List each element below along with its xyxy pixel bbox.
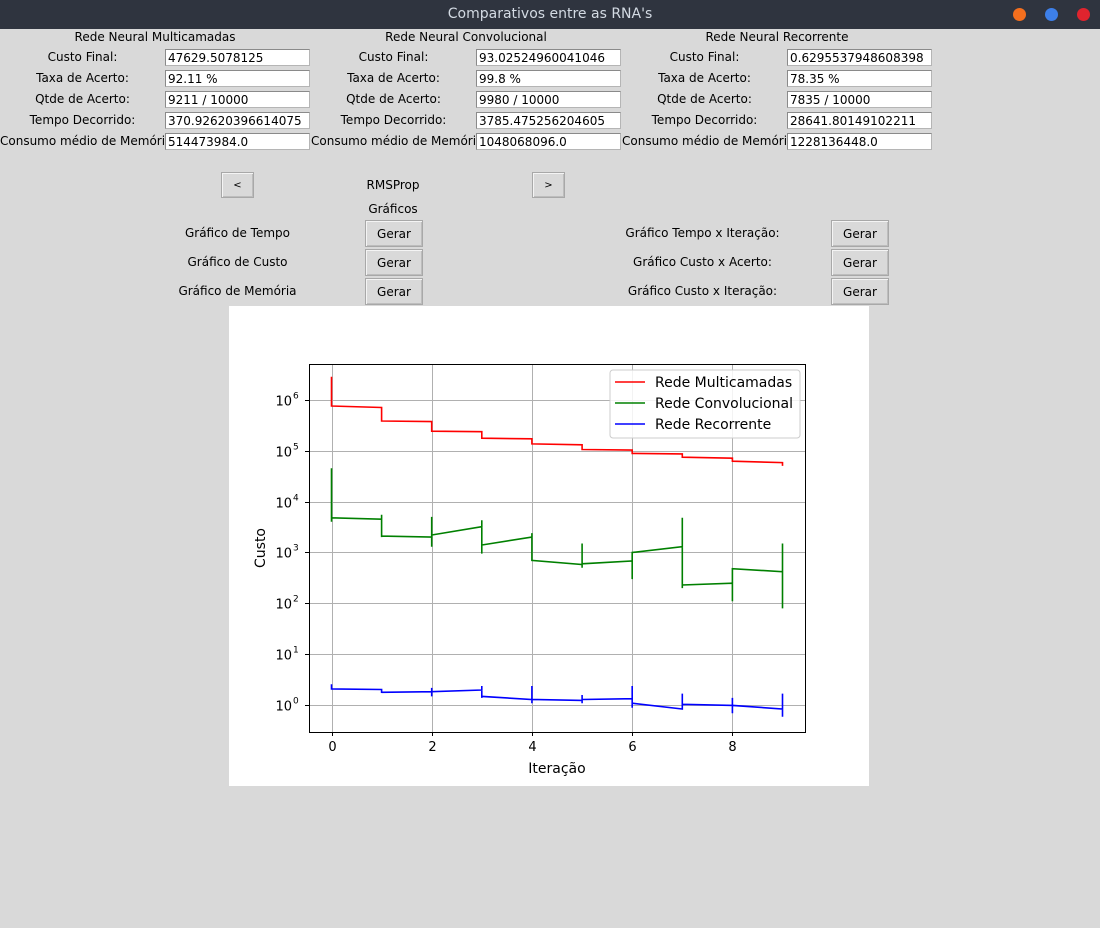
- y-tick-label: 10: [275, 446, 292, 461]
- label-grafico-tempo-iteracao: Gráfico Tempo x Iteração:: [625, 226, 780, 240]
- field-tempo-decorrido-recorrente[interactable]: 28641.80149102211: [787, 112, 932, 129]
- column-title-convolucional: Rede Neural Convolucional: [385, 30, 547, 44]
- field-consumo-memoria-recorrente[interactable]: 1228136448.0: [787, 133, 932, 150]
- label-consumo-memoria: Consumo médio de Memória: [622, 134, 795, 148]
- label-qtde-acerto: Qtde de Acerto:: [35, 92, 130, 106]
- legend-label-1: Rede Convolucional: [655, 396, 793, 412]
- label-consumo-memoria: Consumo médio de Memória: [311, 134, 484, 148]
- gerar-grafico-tempo-button[interactable]: Gerar: [365, 220, 423, 247]
- label-taxa-acerto: Taxa de Acerto:: [347, 71, 440, 85]
- next-optimizer-button[interactable]: >: [532, 172, 565, 198]
- label-qtde-acerto: Qtde de Acerto:: [657, 92, 752, 106]
- window-title: Comparativos entre as RNA's: [447, 6, 653, 22]
- field-taxa-acerto-convolucional[interactable]: 99.8 %: [476, 70, 621, 87]
- column-title-recorrente: Rede Neural Recorrente: [705, 30, 849, 44]
- label-qtde-acerto: Qtde de Acerto:: [346, 92, 441, 106]
- field-tempo-decorrido-multicamadas[interactable]: 370.92620396614075: [165, 112, 310, 129]
- y-tick-label: 10: [275, 395, 292, 410]
- y-tick-label: 10: [275, 598, 292, 613]
- series-line-2: [330, 684, 784, 717]
- field-qtde-acerto-convolucional[interactable]: 9980 / 10000: [476, 91, 621, 108]
- field-taxa-acerto-multicamadas[interactable]: 92.11 %: [165, 70, 310, 87]
- maximize-icon[interactable]: [1045, 8, 1058, 21]
- label-tempo-decorrido: Tempo Decorrido:: [29, 113, 136, 127]
- column-title-multicamadas: Rede Neural Multicamadas: [74, 30, 236, 44]
- graphs-section-title: Gráficos: [368, 202, 418, 216]
- prev-optimizer-button[interactable]: <: [221, 172, 254, 198]
- label-grafico-custo: Gráfico de Custo: [187, 255, 288, 269]
- y-tick-exponent: 3: [293, 544, 299, 554]
- label-tempo-decorrido: Tempo Decorrido:: [651, 113, 758, 127]
- chart-grid: [309, 364, 805, 732]
- label-custo-final: Custo Final:: [358, 50, 429, 64]
- label-consumo-memoria: Consumo médio de Memória: [0, 134, 173, 148]
- y-tick-exponent: 1: [293, 646, 299, 656]
- chart-series: [330, 376, 784, 717]
- cost-iteration-plot: 0 2 4 6 8 10 0 10 1 10 2 10 3 10 4 10 5 10 6 Iteração Cust…: [229, 306, 869, 786]
- field-custo-final-multicamadas[interactable]: 47629.5078125: [165, 49, 310, 66]
- x-tick-label: 6: [628, 740, 636, 755]
- label-grafico-custo-iteracao: Gráfico Custo x Iteração:: [627, 284, 778, 298]
- plot-frame: [309, 364, 806, 733]
- field-custo-final-recorrente[interactable]: 0.6295537948608398: [787, 49, 932, 66]
- gerar-grafico-custo-button[interactable]: Gerar: [365, 249, 423, 276]
- y-tick-label: 10: [275, 700, 292, 715]
- y-axis-label: Custo: [253, 528, 269, 568]
- y-tick-label: 10: [275, 649, 292, 664]
- x-tick-label: 4: [528, 740, 536, 755]
- label-taxa-acerto: Taxa de Acerto:: [658, 71, 751, 85]
- optimizer-label: RMSProp: [366, 178, 420, 192]
- field-consumo-memoria-convolucional[interactable]: 1048068096.0: [476, 133, 621, 150]
- label-grafico-memoria: Gráfico de Memória: [178, 284, 297, 298]
- y-tick-label: 10: [275, 547, 292, 562]
- field-qtde-acerto-recorrente[interactable]: 7835 / 10000: [787, 91, 932, 108]
- y-tick-exponent: 2: [293, 595, 299, 605]
- legend-label-0: Rede Multicamadas: [655, 375, 792, 391]
- field-qtde-acerto-multicamadas[interactable]: 9211 / 10000: [165, 91, 310, 108]
- label-grafico-custo-acerto: Gráfico Custo x Acerto:: [633, 255, 772, 269]
- label-taxa-acerto: Taxa de Acerto:: [36, 71, 129, 85]
- series-line-0: [330, 376, 784, 466]
- y-tick-exponent: 4: [293, 494, 299, 504]
- field-consumo-memoria-multicamadas[interactable]: 514473984.0: [165, 133, 310, 150]
- y-tick-exponent: 0: [293, 697, 299, 707]
- x-tick-label: 0: [328, 740, 336, 755]
- legend-label-2: Rede Recorrente: [655, 417, 771, 433]
- series-line-1: [330, 468, 784, 609]
- gerar-grafico-custo-acerto-button[interactable]: Gerar: [831, 249, 889, 276]
- x-axis-label: Iteração: [528, 761, 585, 777]
- field-tempo-decorrido-convolucional[interactable]: 3785.475256204605: [476, 112, 621, 129]
- gerar-grafico-tempo-iteracao-button[interactable]: Gerar: [831, 220, 889, 247]
- gerar-grafico-memoria-button[interactable]: Gerar: [365, 278, 423, 305]
- y-tick-exponent: 6: [293, 392, 299, 402]
- label-grafico-tempo: Gráfico de Tempo: [184, 226, 291, 240]
- y-tick-exponent: 5: [293, 443, 299, 453]
- chart-legend: Rede Multicamadas Rede Convolucional Rede …: [609, 369, 801, 439]
- legend-box: [609, 369, 801, 439]
- y-tick-label: 10: [275, 497, 292, 512]
- close-icon[interactable]: [1077, 8, 1090, 21]
- field-taxa-acerto-recorrente[interactable]: 78.35 %: [787, 70, 932, 87]
- minimize-icon[interactable]: [1013, 8, 1026, 21]
- label-custo-final: Custo Final:: [47, 50, 118, 64]
- field-custo-final-convolucional[interactable]: 93.02524960041046: [476, 49, 621, 66]
- label-custo-final: Custo Final:: [669, 50, 740, 64]
- x-tick-label: 8: [728, 740, 736, 755]
- x-tick-label: 2: [428, 740, 436, 755]
- gerar-grafico-custo-iteracao-button[interactable]: Gerar: [831, 278, 889, 305]
- label-tempo-decorrido: Tempo Decorrido:: [340, 113, 447, 127]
- window-titlebar: Comparativos entre as RNA's: [0, 0, 1100, 29]
